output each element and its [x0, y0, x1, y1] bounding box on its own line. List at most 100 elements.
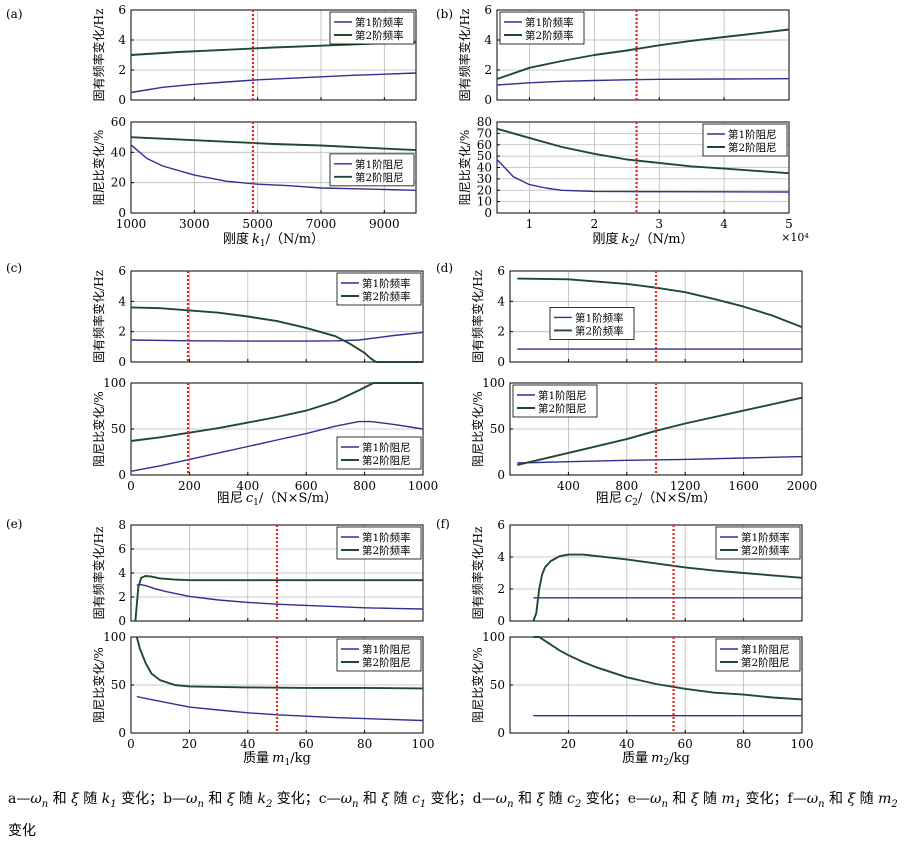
y-tick-label: 0 [484, 93, 492, 107]
y-tick-label: 0 [497, 614, 505, 628]
caption-symbol: ξ [690, 791, 699, 807]
y-tick-label: 10 [477, 195, 492, 209]
panel-a: (a) 刚度 k1/（N/m） [6, 7, 324, 249]
series-mode2-line [496, 127, 790, 175]
y-tick-label: 0 [118, 206, 126, 220]
legend-label: 第2阶阻尼 [728, 141, 777, 154]
x-tick-label: 7000 [306, 217, 337, 231]
y-tick-label: 6 [118, 3, 126, 17]
x-axis-label: 刚度 k1/（N/m） [223, 231, 324, 249]
y-tick-label: 0 [118, 355, 126, 369]
series-mode1-line [130, 420, 424, 472]
caption-symbol: ξ [381, 791, 390, 807]
caption-symbol: ξ [226, 791, 235, 807]
y-tick-label: 4 [484, 33, 492, 47]
panel-e: (e) 质量 m1/kg [6, 517, 311, 768]
legend-label: 第2阶阻尼 [362, 656, 411, 669]
caption-text: 随 [78, 791, 102, 807]
x-tick-label: 0 [127, 479, 135, 493]
x-tick-label: 2 [591, 217, 599, 231]
y-axis-label: 固有频率变化/Hz [91, 9, 106, 102]
y-tick-label: 4 [118, 566, 126, 580]
caption-symbol: ω [495, 791, 508, 807]
y-axis-label: 固有频率变化/Hz [470, 270, 485, 363]
legend-box [329, 153, 415, 187]
legend-box [702, 123, 788, 157]
series-mode2-line [130, 136, 417, 152]
x-tick-label: 100 [412, 737, 435, 751]
x-tick-label: 3 [655, 217, 663, 231]
plot-frame [130, 270, 424, 363]
y-tick-label: 2 [484, 63, 492, 77]
caption-text: a— [8, 791, 31, 807]
y-tick-label: 60 [477, 138, 492, 152]
caption-symbol: ξ [71, 791, 79, 807]
series-mode1-line [136, 695, 424, 722]
plot-frame [496, 9, 790, 101]
legend-label: 第2阶阻尼 [362, 454, 411, 467]
legend-label: 第1阶阻尼 [362, 643, 411, 656]
y-axis-label: 阻尼比变化/% [91, 391, 106, 466]
y-tick-label: 0 [118, 93, 126, 107]
y-tick-label: 50 [477, 149, 492, 163]
series-mode1-line [496, 78, 790, 86]
caption-text: 变化；f— [741, 791, 807, 807]
caption-symbol: c [412, 791, 420, 807]
panel-b: (b) 刚度 k2/（N/m） ×10⁴ [436, 7, 809, 249]
y-tick-label: 2 [497, 582, 505, 596]
y-tick-label: 60 [111, 115, 126, 129]
x-tick-label: 40 [240, 737, 255, 751]
legend-box [499, 11, 585, 45]
x-tick-label: 100 [791, 737, 814, 751]
caption-text: 变化；b— [116, 791, 187, 807]
caption-text: 和 [667, 791, 691, 807]
series-mode2-line [134, 575, 423, 622]
caption-text: 变化；d— [426, 791, 496, 807]
x-tick-label: 200 [178, 479, 201, 493]
subplot-damping: 0 50 100 400 800 1200 1600 2000 阻尼比变化/% 第1阶阻尼第2阶阻… [470, 376, 817, 493]
caption-text: 和 [824, 791, 848, 807]
x-tick-label: 400 [236, 479, 259, 493]
caption-text: 变化 [8, 822, 36, 839]
caption-subscript: 1 [734, 798, 742, 810]
y-tick-label: 4 [118, 33, 126, 47]
caption-symbol: ξ [847, 791, 856, 807]
caption-symbol: ω [186, 791, 198, 807]
y-tick-label: 50 [490, 422, 505, 436]
x-tick-label: 1600 [728, 479, 759, 493]
legend-label: 第1阶频率 [362, 277, 411, 290]
caption-text: 和 [358, 791, 382, 807]
y-tick-label: 30 [477, 172, 492, 186]
legend-box [715, 526, 801, 560]
legend-label: 第1阶阻尼 [741, 643, 790, 656]
y-tick-label: 40 [111, 145, 126, 159]
panel-label: (d) [436, 261, 453, 275]
series-mode2-line [517, 277, 803, 328]
caption-subscript: n [507, 798, 514, 810]
x-tick-label: 1 [526, 217, 534, 231]
series-mode1-line [496, 159, 790, 193]
y-tick-label: 70 [477, 126, 492, 140]
x-axis-label: 刚度 k2/（N/m） [592, 231, 693, 249]
y-tick-label: 0 [118, 468, 126, 482]
subplot-damping: 0 20 40 60 1000 3000 5000 7000 9000 阻尼比变化/% 第1阶阻尼第… [91, 115, 417, 231]
caption-text: 和 [203, 791, 227, 807]
caption-symbol: c [567, 791, 575, 807]
caption-symbol: m [878, 791, 892, 807]
caption-subscript: n [41, 798, 49, 810]
legend-box [512, 384, 598, 418]
legend-label: 第2阶频率 [575, 324, 624, 337]
y-tick-label: 2 [118, 590, 126, 604]
